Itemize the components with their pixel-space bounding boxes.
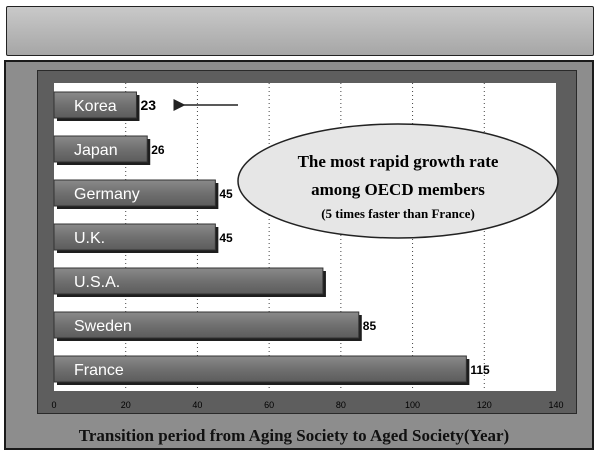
value-label: 26 — [151, 143, 165, 157]
category-label: France — [74, 362, 124, 379]
bar-sweden — [53, 311, 360, 339]
value-label: 115 — [470, 363, 490, 377]
x-axis-label: Transition period from Aging Society to … — [78, 426, 510, 445]
x-tick-label: 20 — [121, 400, 131, 410]
category-label: Korea — [74, 98, 117, 115]
bar-uk — [53, 223, 216, 251]
x-tick-label: 40 — [192, 400, 202, 410]
category-label: Japan — [74, 142, 118, 159]
x-tick-label: 60 — [264, 400, 274, 410]
bar-chart: Korea 23 Japan 26 Germany 45 U.K. 45 U.S.A. Swede… — [51, 83, 564, 410]
slide-panel: Korea 23 Japan 26 Germany 45 U.K. 45 U.S.A. Swede… — [4, 60, 594, 450]
category-label: U.S.A. — [74, 274, 120, 291]
x-tick-label: 120 — [477, 400, 492, 410]
value-label: 23 — [140, 97, 156, 113]
callout-ellipse — [237, 123, 559, 239]
category-label: Germany — [74, 186, 140, 203]
bar-usa — [53, 267, 324, 295]
x-tick-label: 100 — [405, 400, 420, 410]
chart-frame: Korea 23 Japan 26 Germany 45 U.K. 45 U.S.A. Swede… — [37, 70, 577, 414]
value-label: 85 — [363, 319, 377, 333]
category-label: Sweden — [74, 318, 132, 335]
value-label: 45 — [219, 187, 233, 201]
bar-france — [53, 355, 467, 383]
bar-korea — [53, 91, 137, 119]
value-label: 45 — [219, 231, 233, 245]
bar-japan — [53, 135, 148, 163]
callout-line-2: among OECD members — [311, 180, 485, 199]
category-label: U.K. — [74, 230, 105, 247]
callout-line-1: The most rapid growth rate — [298, 152, 499, 171]
x-tick-label: 0 — [51, 400, 56, 410]
header-bar — [6, 6, 594, 56]
bar-germany — [53, 179, 216, 207]
x-tick-label: 140 — [548, 400, 563, 410]
x-tick-label: 80 — [336, 400, 346, 410]
callout-line-3: (5 times faster than France) — [321, 206, 475, 221]
